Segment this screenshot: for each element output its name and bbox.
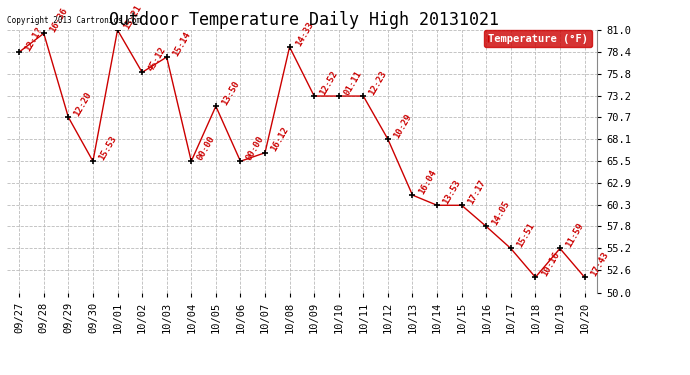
Text: 14:05: 14:05 bbox=[491, 199, 511, 227]
Legend: Temperature (°F): Temperature (°F) bbox=[484, 30, 591, 47]
Text: 10:29: 10:29 bbox=[392, 112, 413, 140]
Text: 10:16: 10:16 bbox=[540, 250, 561, 278]
Text: 14:33: 14:33 bbox=[294, 20, 315, 48]
Text: 17:43: 17:43 bbox=[589, 250, 610, 278]
Text: 15:14: 15:14 bbox=[171, 30, 192, 58]
Text: 17:17: 17:17 bbox=[466, 178, 487, 206]
Text: 01:11: 01:11 bbox=[343, 69, 364, 97]
Text: 15:51: 15:51 bbox=[515, 221, 536, 249]
Text: 45:12: 45:12 bbox=[146, 45, 168, 73]
Text: 15:21: 15:21 bbox=[121, 3, 143, 31]
Text: 12:52: 12:52 bbox=[318, 69, 339, 97]
Text: 13:50: 13:50 bbox=[220, 79, 242, 107]
Text: Copyright 2013 Cartronics.com: Copyright 2013 Cartronics.com bbox=[7, 16, 141, 25]
Text: 15:53: 15:53 bbox=[97, 134, 118, 162]
Text: 16:12: 16:12 bbox=[269, 126, 290, 153]
Text: 00:00: 00:00 bbox=[244, 134, 266, 162]
Text: 13:53: 13:53 bbox=[441, 178, 462, 206]
Text: Outdoor Temperature Daily High 20131021: Outdoor Temperature Daily High 20131021 bbox=[108, 11, 499, 29]
Text: 12:23: 12:23 bbox=[368, 69, 388, 97]
Text: 11:59: 11:59 bbox=[564, 221, 585, 249]
Text: 12:1?: 12:1? bbox=[23, 25, 45, 52]
Text: 12:20: 12:20 bbox=[72, 90, 94, 118]
Text: 16:36: 16:36 bbox=[48, 6, 69, 34]
Text: 00:00: 00:00 bbox=[195, 134, 217, 162]
Text: 16:04: 16:04 bbox=[417, 168, 438, 196]
